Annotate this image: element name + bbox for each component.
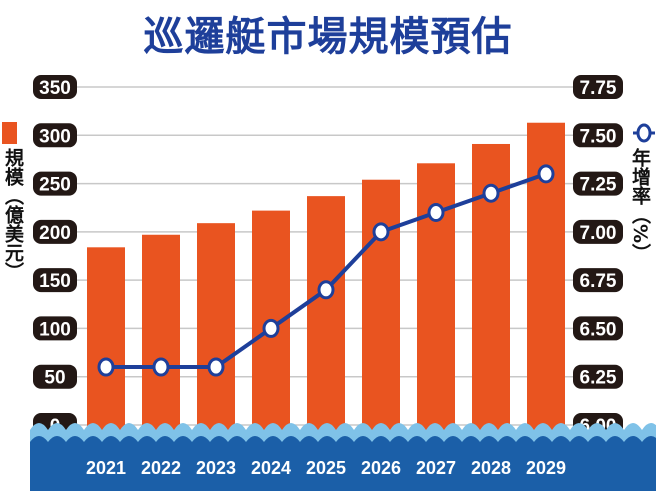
wave xyxy=(30,436,656,491)
legend-point-marker xyxy=(636,123,652,143)
tick-badge-right xyxy=(573,75,623,99)
bar xyxy=(142,234,180,435)
tick-badge-left xyxy=(33,75,77,99)
tick-badge-left xyxy=(33,171,77,196)
tick-badge-left xyxy=(33,268,77,293)
right-axis-label: 年增率（%） xyxy=(629,148,651,263)
tick-badge-right xyxy=(573,171,623,196)
tick-badge-left xyxy=(33,364,77,389)
tick-badge-right xyxy=(573,364,623,389)
tick-label-left: 200 xyxy=(39,223,71,244)
x-tick-label: 2027 xyxy=(416,458,456,478)
x-tick-label: 2022 xyxy=(141,458,181,478)
legend-bar-marker xyxy=(2,122,17,144)
tick-label-right: 7.75 xyxy=(580,78,617,99)
data-point xyxy=(427,203,445,223)
tick-label-right: 6.25 xyxy=(580,368,617,389)
tick-badge-right xyxy=(573,268,623,293)
data-point xyxy=(482,183,500,203)
tick-label-right: 6.75 xyxy=(580,271,617,292)
x-tick-label: 2024 xyxy=(251,458,291,478)
x-tick-label: 2025 xyxy=(306,458,346,478)
data-point xyxy=(317,280,335,300)
x-tick-label: 2029 xyxy=(526,458,566,478)
bar xyxy=(362,179,400,435)
tick-badge-right xyxy=(573,219,623,244)
data-point xyxy=(537,164,555,184)
tick-label-right: 6.50 xyxy=(580,319,617,340)
chart-title: 巡邏艇市場規模預估 xyxy=(143,14,513,60)
bar xyxy=(197,223,235,435)
x-tick-label: 2023 xyxy=(196,458,236,478)
tick-label-right: 7.50 xyxy=(580,126,617,147)
tick-label-right: 7.00 xyxy=(580,223,617,244)
data-point xyxy=(372,222,390,242)
tick-label-left: 50 xyxy=(44,368,65,389)
x-tick-label: 2026 xyxy=(361,458,401,478)
tick-badge-right xyxy=(573,316,623,341)
tick-badge-left xyxy=(33,316,77,341)
tick-badge-right xyxy=(573,123,623,148)
left-axis-label: 規模（億美元） xyxy=(2,148,24,281)
data-point xyxy=(97,357,115,377)
data-point xyxy=(262,318,280,338)
tick-label-left: 250 xyxy=(39,175,71,196)
data-point xyxy=(207,357,225,377)
tick-label-left: 350 xyxy=(39,78,71,99)
tick-label-right: 7.25 xyxy=(580,175,617,196)
tick-label-left: 100 xyxy=(39,319,71,340)
x-tick-label: 2021 xyxy=(86,458,126,478)
bar xyxy=(307,196,345,435)
data-point xyxy=(152,357,170,377)
tick-label-left: 300 xyxy=(39,126,71,147)
tick-badge-left xyxy=(33,123,77,148)
bar xyxy=(87,247,125,435)
tick-label-left: 150 xyxy=(39,271,71,292)
tick-badge-left xyxy=(33,219,77,244)
x-tick-label: 2028 xyxy=(471,458,511,478)
